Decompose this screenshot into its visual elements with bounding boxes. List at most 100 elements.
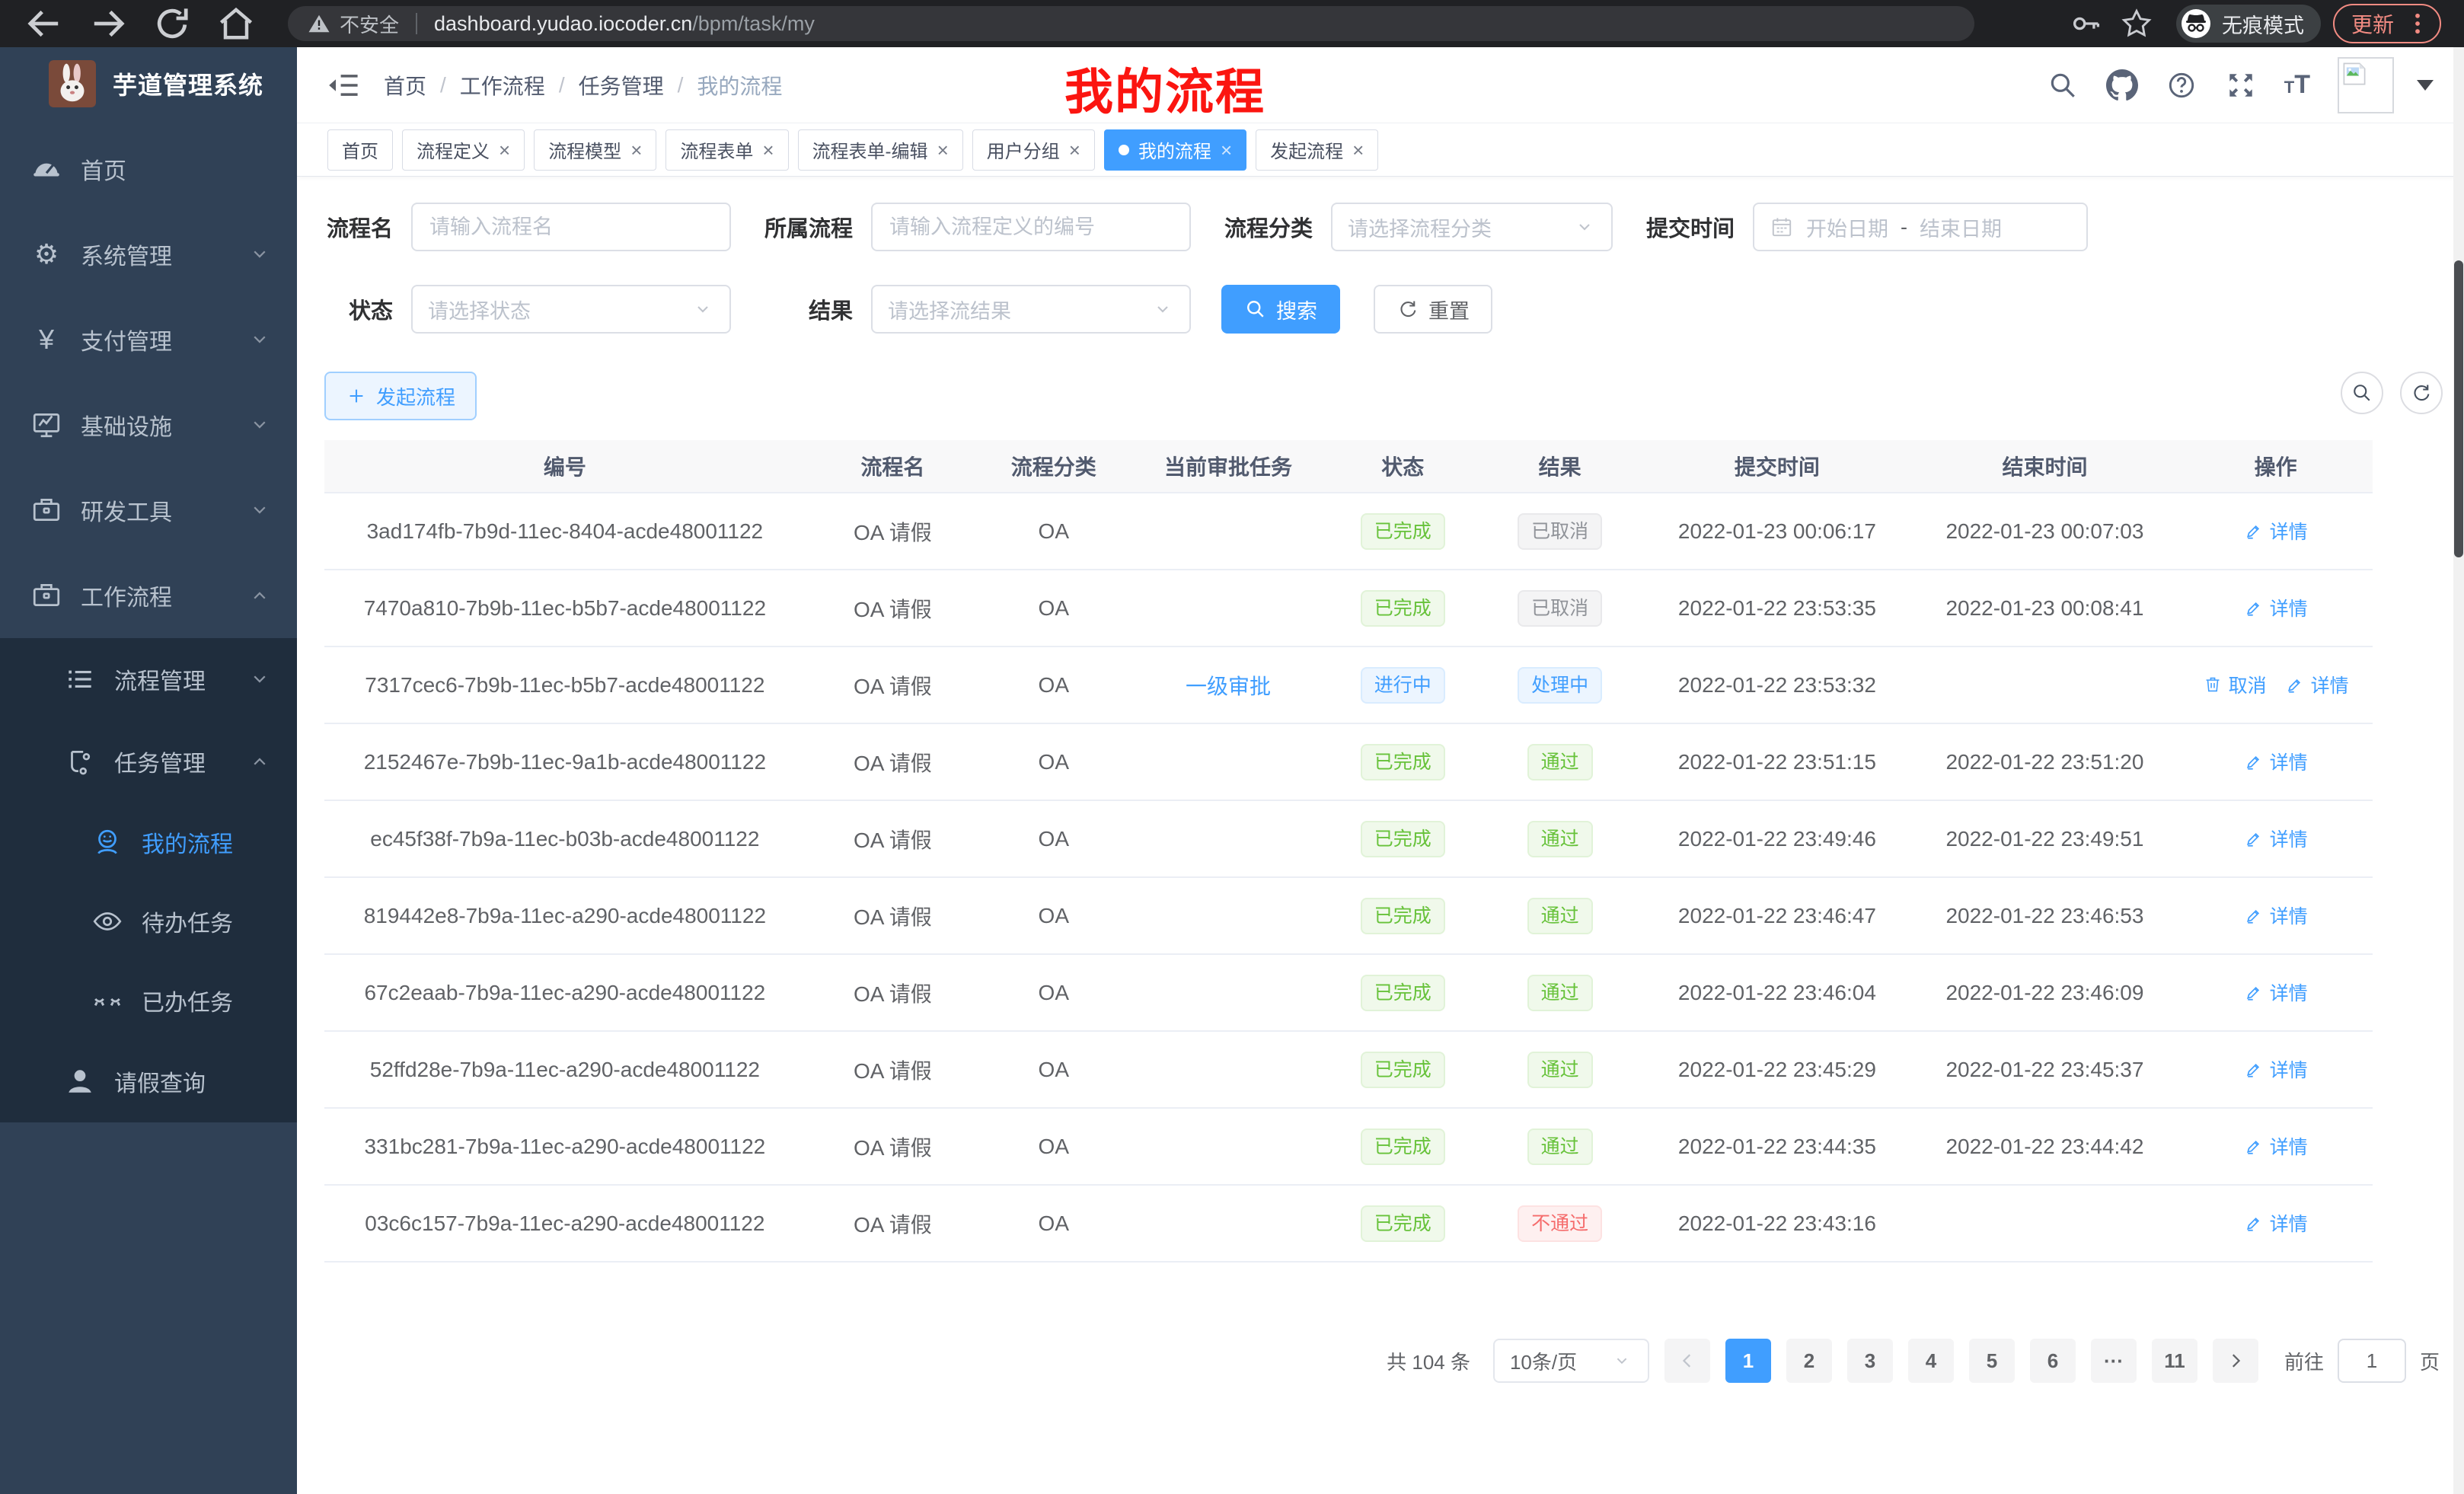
- page-size-select[interactable]: 10条/页: [1492, 1339, 1649, 1383]
- detail-link[interactable]: 详情: [2244, 1132, 2308, 1160]
- goto-page-input[interactable]: [2337, 1339, 2406, 1383]
- detail-link[interactable]: 详情: [2244, 1055, 2308, 1083]
- table-row: 2152467e-7b9b-11ec-9a1b-acde48001122 OA 请…: [324, 723, 2373, 801]
- more-pages-button[interactable]: ···: [2090, 1339, 2137, 1383]
- gear-icon: ⚙: [34, 238, 59, 270]
- cell-status: 已完成: [1329, 570, 1477, 647]
- reload-icon[interactable]: [151, 2, 193, 45]
- avatar-caret-icon[interactable]: [2417, 79, 2434, 91]
- back-icon[interactable]: [23, 2, 65, 45]
- browser-menu-dots-icon[interactable]: [2405, 11, 2430, 37]
- fullscreen-icon[interactable]: [2225, 69, 2257, 101]
- sidebar-item-leave-query[interactable]: 请假查询: [0, 1040, 297, 1122]
- process-def-input[interactable]: [888, 214, 1174, 240]
- cell-actions: 详情: [2178, 877, 2373, 955]
- date-range-picker[interactable]: 开始日期 - 结束日期: [1753, 203, 2088, 251]
- scrollbar-track[interactable]: [2453, 47, 2464, 1494]
- tab-流程定义[interactable]: 流程定义 ×: [402, 129, 525, 171]
- sidebar-item-dev-tools[interactable]: 研发工具: [0, 468, 297, 553]
- sidebar-item-label: 基础设施: [81, 415, 172, 440]
- current-task-link[interactable]: 一级审批: [1186, 674, 1272, 698]
- page-button-11[interactable]: 11: [2151, 1339, 2197, 1383]
- tab-用户分组[interactable]: 用户分组 ×: [972, 129, 1095, 171]
- category-select[interactable]: 请选择流程分类: [1331, 203, 1613, 251]
- header-search-icon[interactable]: [2047, 69, 2079, 101]
- sidebar-item-label: 研发工具: [81, 500, 172, 525]
- tab-流程模型[interactable]: 流程模型 ×: [534, 129, 657, 171]
- sidebar-item-my-process[interactable]: 我的流程: [0, 803, 297, 882]
- cancel-link[interactable]: 取消: [2203, 671, 2267, 698]
- page-button-4[interactable]: 4: [1907, 1339, 1954, 1383]
- tab-流程表单[interactable]: 流程表单 ×: [665, 129, 789, 171]
- cell-status: 已完成: [1329, 1108, 1477, 1186]
- page-button-6[interactable]: 6: [2029, 1339, 2076, 1383]
- cell-end-time: 2022-01-22 23:49:51: [1910, 800, 2179, 878]
- sidebar-item-infrastructure[interactable]: 基础设施: [0, 382, 297, 468]
- page-button-1[interactable]: 1: [1725, 1339, 1771, 1383]
- forward-icon[interactable]: [87, 2, 129, 45]
- detail-link[interactable]: 详情: [2244, 517, 2308, 544]
- tab-我的流程[interactable]: 我的流程 ×: [1103, 129, 1247, 171]
- tab-流程表单-编辑[interactable]: 流程表单-编辑 ×: [797, 129, 963, 171]
- table-header-row: 编号 流程名 流程分类 当前审批任务 状态 结果 提交时间 结束时间 操作: [324, 440, 2373, 493]
- tab-label: 流程表单-编辑: [812, 142, 928, 162]
- reset-button[interactable]: 重置: [1374, 285, 1492, 334]
- close-icon[interactable]: ×: [630, 138, 643, 161]
- tab-发起流程[interactable]: 发起流程 ×: [1256, 129, 1379, 171]
- detail-link[interactable]: 详情: [2244, 978, 2308, 1006]
- home-icon[interactable]: [215, 2, 257, 45]
- status-select[interactable]: 请选择状态: [411, 285, 731, 334]
- sidebar-item-process-mgmt[interactable]: 流程管理: [0, 638, 297, 720]
- detail-link[interactable]: 详情: [2244, 825, 2308, 852]
- address-bar[interactable]: 不安全 dashboard.yudao.iocoder.cn/bpm/task/…: [288, 6, 1974, 41]
- update-button[interactable]: 更新: [2332, 4, 2441, 43]
- tab-首页[interactable]: 首页: [327, 129, 393, 171]
- next-page-button[interactable]: [2212, 1339, 2258, 1383]
- close-icon[interactable]: ×: [762, 138, 774, 161]
- sidebar-fold-icon[interactable]: [327, 69, 361, 102]
- cell-current-task: [1127, 1108, 1329, 1186]
- process-name-input[interactable]: [428, 214, 714, 240]
- sidebar-item-system-mgmt[interactable]: ⚙ 系统管理: [0, 212, 297, 297]
- search-button[interactable]: 搜索: [1221, 285, 1340, 334]
- page-button-3[interactable]: 3: [1846, 1339, 1893, 1383]
- avatar[interactable]: [2338, 56, 2394, 113]
- sidebar-item-workflow[interactable]: 工作流程: [0, 553, 297, 638]
- result-badge: 已取消: [1518, 512, 1603, 550]
- sidebar-item-done-task[interactable]: 已办任务: [0, 961, 297, 1040]
- password-key-icon[interactable]: [2070, 7, 2103, 40]
- toggle-search-button[interactable]: [2341, 372, 2383, 414]
- refresh-table-button[interactable]: [2400, 372, 2443, 414]
- sidebar-item-task-mgmt[interactable]: 任务管理: [0, 720, 297, 803]
- breadcrumb-item[interactable]: 首页: [384, 74, 427, 98]
- close-icon[interactable]: ×: [499, 138, 511, 161]
- result-select[interactable]: 请选择流结果: [871, 285, 1191, 334]
- prev-page-button[interactable]: [1664, 1339, 1710, 1383]
- create-process-button[interactable]: 发起流程: [324, 372, 477, 420]
- detail-link[interactable]: 详情: [2244, 1209, 2308, 1237]
- close-icon[interactable]: ×: [1352, 138, 1364, 161]
- page-button-5[interactable]: 5: [1968, 1339, 2015, 1383]
- help-icon[interactable]: [2166, 69, 2197, 101]
- pagination-total: 共 104 条: [1387, 1350, 1470, 1374]
- sidebar-item-home[interactable]: 首页: [0, 126, 297, 212]
- close-icon[interactable]: ×: [1220, 138, 1233, 161]
- breadcrumb-item[interactable]: 工作流程: [459, 74, 545, 98]
- close-icon[interactable]: ×: [1068, 138, 1080, 161]
- cell-end-time: 2022-01-22 23:51:20: [1910, 723, 2179, 801]
- submit-time-label: 提交时间: [1645, 217, 1735, 241]
- detail-link[interactable]: 详情: [2244, 902, 2308, 929]
- sidebar-item-pay-mgmt[interactable]: ¥ 支付管理: [0, 297, 297, 382]
- breadcrumb-current: 我的流程: [697, 74, 783, 98]
- scrollbar-thumb[interactable]: [2454, 260, 2463, 557]
- close-icon[interactable]: ×: [937, 138, 949, 161]
- github-icon[interactable]: [2105, 69, 2138, 101]
- sidebar-item-todo-task[interactable]: 待办任务: [0, 882, 297, 961]
- font-size-icon[interactable]: TT: [2284, 70, 2310, 99]
- detail-link[interactable]: 详情: [2244, 594, 2308, 621]
- page-button-2[interactable]: 2: [1786, 1339, 1832, 1383]
- breadcrumb-item[interactable]: 任务管理: [578, 74, 664, 98]
- detail-link[interactable]: 详情: [2244, 748, 2308, 775]
- bookmark-star-icon[interactable]: [2120, 7, 2153, 40]
- detail-link[interactable]: 详情: [2285, 671, 2349, 698]
